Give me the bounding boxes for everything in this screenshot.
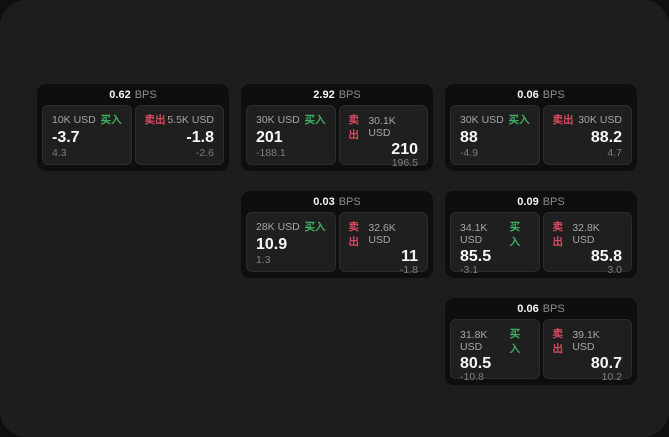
buy-change: -4.9 — [460, 147, 479, 159]
bps-header: 0.03 BPS — [241, 191, 433, 212]
sell-price: 88.2 — [590, 128, 622, 146]
bps-unit-label: BPS — [338, 195, 361, 208]
bps-unit-label: BPS — [338, 88, 361, 101]
quote-card: 0.03 BPS 28K USD 买入 10.9 1.3 卖出 32.6K US… — [241, 191, 433, 278]
sell-side-label: 卖出 — [552, 114, 574, 126]
buy-quote-panel[interactable]: 30K USD 买入 88 -4.9 — [450, 105, 540, 165]
buy-price: -3.7 — [52, 128, 80, 146]
trade-size-label: 34.1K USD — [460, 222, 488, 246]
trade-size-label: 30K USD — [256, 113, 300, 126]
sell-side-label: 卖出 — [552, 328, 564, 355]
buy-change: -3.1 — [460, 264, 479, 276]
sell-change: 196.5 — [391, 157, 418, 169]
bps-header: 0.09 BPS — [445, 191, 637, 212]
buy-side-label: 买入 — [304, 114, 326, 126]
trade-size-label: 39.1K USD — [572, 329, 600, 353]
trade-size-label: 5.5K USD — [167, 113, 214, 126]
buy-side-label: 买入 — [304, 221, 326, 233]
sell-price: 210 — [391, 141, 418, 158]
buy-quote-panel[interactable]: 28K USD 买入 10.9 1.3 — [246, 212, 336, 272]
buy-change: -188.1 — [256, 147, 286, 159]
trade-size-label: 28K USD — [256, 220, 300, 233]
bps-header: 0.62 BPS — [37, 84, 229, 105]
quote-card: 0.09 BPS 34.1K USD 买入 85.5 -3.1 卖出 32.8K… — [445, 191, 637, 278]
sell-quote-panel[interactable]: 卖出 32.8K USD 85.8 3.0 — [542, 212, 632, 276]
sell-price: 80.7 — [590, 355, 622, 372]
sell-change: 10.2 — [601, 371, 622, 383]
sell-change: 3.0 — [607, 264, 622, 276]
sell-side-label: 卖出 — [348, 114, 360, 141]
bps-value: 0.62 — [109, 88, 131, 101]
sell-quote-panel[interactable]: 卖出 32.6K USD 11 -1.8 — [338, 212, 428, 276]
buy-side-label: 买入 — [509, 221, 521, 248]
bps-value: 0.06 — [517, 88, 539, 101]
trade-size-label: 30K USD — [578, 113, 622, 126]
buy-side-label: 买入 — [100, 114, 122, 126]
sell-quote-panel[interactable]: 卖出 39.1K USD 80.7 10.2 — [542, 319, 632, 383]
buy-price: 10.9 — [256, 235, 288, 253]
sell-side-label: 卖出 — [348, 221, 360, 248]
sell-change: -2.6 — [195, 147, 214, 159]
trade-size-label: 30K USD — [460, 113, 504, 126]
sell-quote-panel[interactable]: 卖出 30.1K USD 210 196.5 — [338, 105, 428, 169]
trade-size-label: 32.6K USD — [368, 222, 396, 246]
quote-card: 0.06 BPS 30K USD 买入 88 -4.9 卖出 30K USD 8… — [445, 84, 637, 171]
sell-price: -1.8 — [186, 128, 214, 146]
buy-price: 85.5 — [460, 248, 492, 265]
buy-change: -10.8 — [460, 371, 484, 383]
trade-size-label: 32.8K USD — [572, 222, 600, 246]
quote-card: 2.92 BPS 30K USD 买入 201 -188.1 卖出 30.1K … — [241, 84, 433, 171]
buy-price: 80.5 — [460, 355, 492, 372]
bps-header: 2.92 BPS — [241, 84, 433, 105]
quote-card: 0.06 BPS 31.8K USD 买入 80.5 -10.8 卖出 39.1… — [445, 298, 637, 385]
buy-change: 1.3 — [256, 254, 271, 266]
buy-side-label: 买入 — [508, 114, 530, 126]
sell-change: -1.8 — [399, 264, 418, 276]
bps-header: 0.06 BPS — [445, 84, 637, 105]
sell-quote-panel[interactable]: 卖出 30K USD 88.2 4.7 — [542, 105, 632, 165]
sell-side-label: 卖出 — [144, 114, 166, 126]
bps-value: 2.92 — [313, 88, 335, 101]
bps-value: 0.09 — [517, 195, 539, 208]
buy-price: 88 — [460, 128, 478, 146]
bps-value: 0.06 — [517, 302, 539, 315]
bps-unit-label: BPS — [542, 88, 565, 101]
buy-change: 4.3 — [52, 147, 67, 159]
bps-unit-label: BPS — [134, 88, 157, 101]
trade-size-label: 10K USD — [52, 113, 96, 126]
sell-quote-panel[interactable]: 卖出 5.5K USD -1.8 -2.6 — [134, 105, 224, 165]
bps-unit-label: BPS — [542, 302, 565, 315]
bps-unit-label: BPS — [542, 195, 565, 208]
bps-header: 0.06 BPS — [445, 298, 637, 319]
buy-price: 201 — [256, 128, 283, 146]
bps-value: 0.03 — [313, 195, 335, 208]
sell-change: 4.7 — [607, 147, 622, 159]
trade-size-label: 31.8K USD — [460, 329, 488, 353]
sell-side-label: 卖出 — [552, 221, 564, 248]
sell-price: 85.8 — [590, 248, 622, 265]
buy-quote-panel[interactable]: 10K USD 买入 -3.7 4.3 — [42, 105, 132, 165]
buy-quote-panel[interactable]: 31.8K USD 买入 80.5 -10.8 — [450, 319, 540, 383]
buy-quote-panel[interactable]: 30K USD 买入 201 -188.1 — [246, 105, 336, 165]
trade-size-label: 30.1K USD — [368, 115, 396, 139]
quote-card: 0.62 BPS 10K USD 买入 -3.7 4.3 卖出 5.5K USD… — [37, 84, 229, 171]
buy-side-label: 买入 — [509, 328, 521, 355]
buy-quote-panel[interactable]: 34.1K USD 买入 85.5 -3.1 — [450, 212, 540, 276]
sell-price: 11 — [401, 248, 418, 265]
